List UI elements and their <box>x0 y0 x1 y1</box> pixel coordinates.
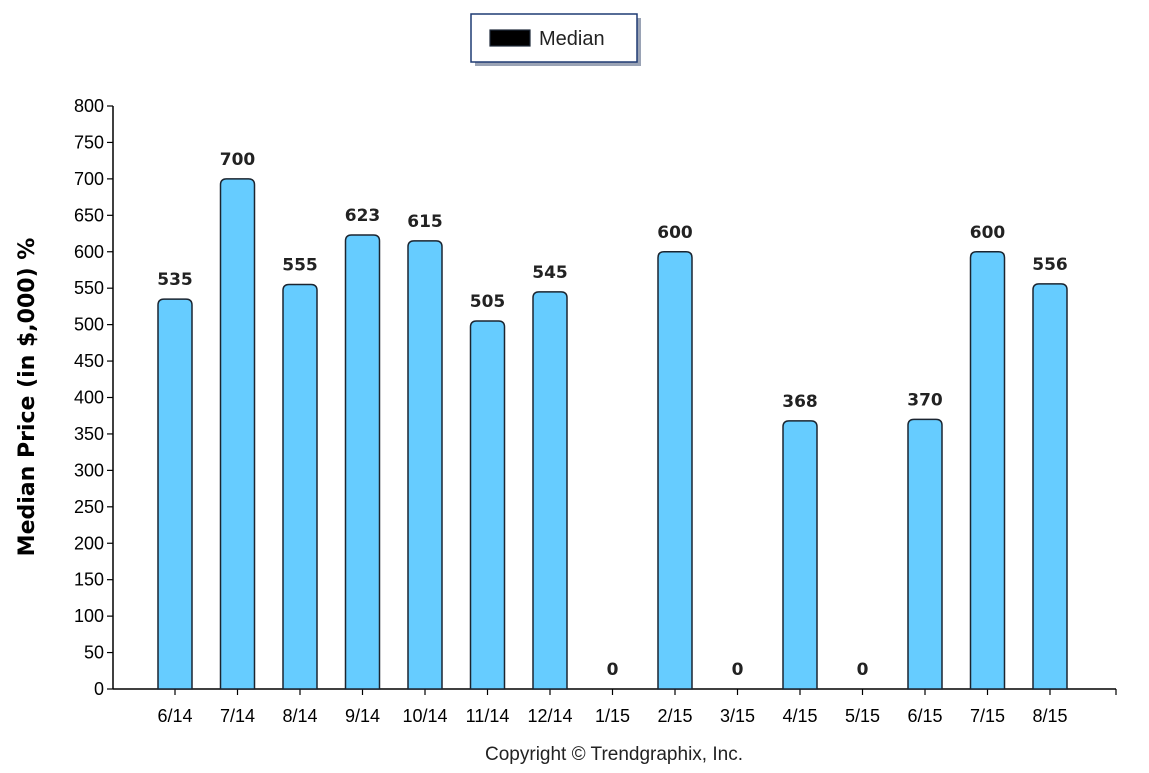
bar-12-14 <box>532 291 568 690</box>
y-tick-label: 350 <box>74 424 104 444</box>
y-tick-label: 400 <box>74 388 104 408</box>
x-tick-label: 2/15 <box>657 706 692 726</box>
bar-9-14 <box>344 234 381 690</box>
y-tick-label: 100 <box>74 606 104 626</box>
y-tick-label: 300 <box>74 460 104 480</box>
bar-value-label: 0 <box>732 660 744 680</box>
y-tick-label: 600 <box>74 242 104 262</box>
y-tick-label: 450 <box>74 351 104 371</box>
y-tick-label: 550 <box>74 278 104 298</box>
bar-value-label: 0 <box>857 660 869 680</box>
x-tick-label: 7/14 <box>220 706 255 726</box>
y-tick-label: 650 <box>74 205 104 225</box>
x-tick-label: 5/15 <box>845 706 880 726</box>
bar-value-label: 600 <box>657 223 693 243</box>
bar-value-label: 505 <box>470 292 506 312</box>
y-tick-label: 250 <box>74 497 104 517</box>
bar-value-label: 700 <box>220 150 256 170</box>
y-tick-label: 500 <box>74 315 104 335</box>
bar-value-label: 623 <box>345 206 381 226</box>
x-tick-label: 9/14 <box>345 706 380 726</box>
x-axis: 6/14 7/14 8/14 9/14 10/14 11/14 12/14 1/15 2/15 3… <box>113 688 1117 726</box>
bar-value-label: 545 <box>532 263 568 283</box>
bar-value-label: 535 <box>157 270 193 290</box>
bar-6-14 <box>157 298 193 690</box>
x-tick-label: 4/15 <box>782 706 817 726</box>
bar-8-15 <box>1032 283 1068 690</box>
y-axis: 0 50 100 150 200 250 300 350 400 450 500 550 600 650 7… <box>74 96 114 699</box>
x-tick-label: 6/14 <box>157 706 192 726</box>
bar-2-15 <box>657 251 693 690</box>
bar-7-15 <box>969 251 1006 690</box>
bar-value-label: 370 <box>907 390 943 410</box>
x-tick-label: 12/14 <box>527 706 572 726</box>
y-tick-label: 50 <box>84 643 104 663</box>
copyright-text: Copyright © Trendgraphix, Inc. <box>485 744 743 765</box>
legend-label-median: Median <box>539 28 605 50</box>
legend-swatch-median <box>489 29 531 47</box>
bar-7-14 <box>219 178 256 690</box>
x-tick-label: 1/15 <box>595 706 630 726</box>
y-tick-label: 750 <box>74 132 104 152</box>
bar-value-label: 555 <box>282 256 318 276</box>
y-axis-title: Median Price (in $,000) % <box>15 238 40 557</box>
bar-value-label: 556 <box>1032 255 1068 275</box>
bar-10-14 <box>407 240 443 690</box>
y-tick-label: 700 <box>74 169 104 189</box>
legend: Median <box>470 13 641 66</box>
bar-value-label: 0 <box>607 660 619 680</box>
x-tick-label: 8/15 <box>1032 706 1067 726</box>
x-tick-label: 8/14 <box>282 706 317 726</box>
y-tick-label: 150 <box>74 570 104 590</box>
x-tick-label: 10/14 <box>402 706 447 726</box>
bar-11-14 <box>469 320 506 690</box>
x-tick-label: 6/15 <box>907 706 942 726</box>
bar-6-15 <box>907 418 943 690</box>
bar-value-label: 600 <box>970 223 1006 243</box>
bar-value-labels: 535 700 555 623 615 505 545 0 600 0 368 0 370 600 556 <box>157 150 1068 680</box>
bar-4-15 <box>782 420 818 690</box>
bar-value-label: 368 <box>782 392 818 412</box>
bar-value-label: 615 <box>407 212 443 232</box>
bars <box>157 178 1068 690</box>
y-tick-label: 200 <box>74 533 104 553</box>
x-tick-label: 7/15 <box>970 706 1005 726</box>
x-tick-label: 3/15 <box>720 706 755 726</box>
x-tick-label: 11/14 <box>466 706 510 726</box>
y-tick-label: 0 <box>94 679 104 699</box>
bar-8-14 <box>282 283 318 690</box>
y-tick-label: 800 <box>74 96 104 116</box>
